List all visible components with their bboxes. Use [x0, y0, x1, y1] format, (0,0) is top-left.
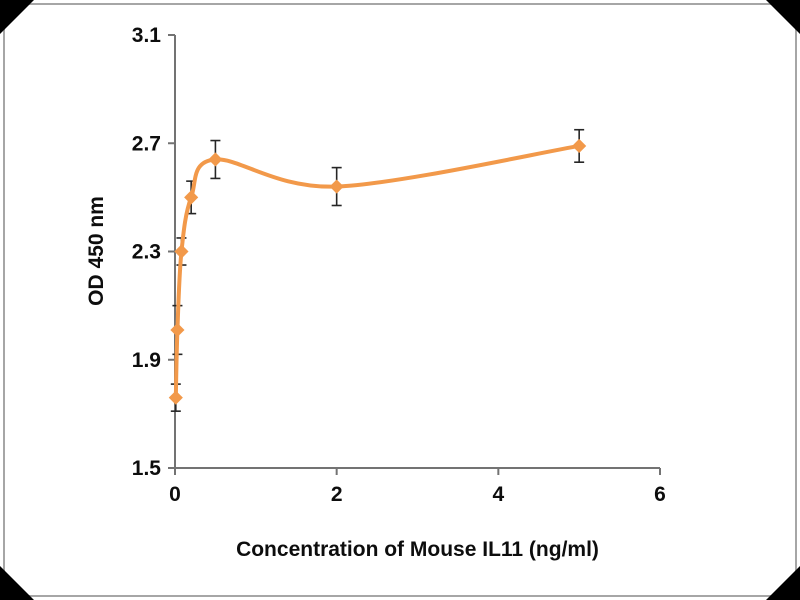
data-point-marker [208, 152, 223, 167]
data-point-marker [168, 390, 183, 405]
data-point-marker [572, 138, 587, 154]
x-tick-label: 2 [331, 483, 343, 506]
x-tick-label: 6 [654, 483, 666, 506]
data-point-marker [329, 179, 344, 194]
y-tick-label: 2.3 [132, 241, 161, 264]
figure-border [3, 3, 797, 597]
data-point-marker [174, 244, 189, 259]
y-tick-label: 2.7 [132, 132, 161, 155]
y-tick-label: 3.1 [132, 24, 162, 47]
x-tick-label: 4 [492, 483, 504, 506]
y-tick-label: 1.9 [132, 349, 161, 372]
y-axis-title: OD 450 nm [85, 196, 108, 306]
x-tick-label: 0 [169, 483, 181, 506]
x-axis-title: Concentration of Mouse IL11 (ng/ml) [236, 538, 599, 561]
data-curve [173, 143, 582, 400]
data-point-marker [170, 322, 185, 338]
data-point-marker [184, 190, 199, 205]
y-tick-label: 1.5 [132, 457, 162, 480]
